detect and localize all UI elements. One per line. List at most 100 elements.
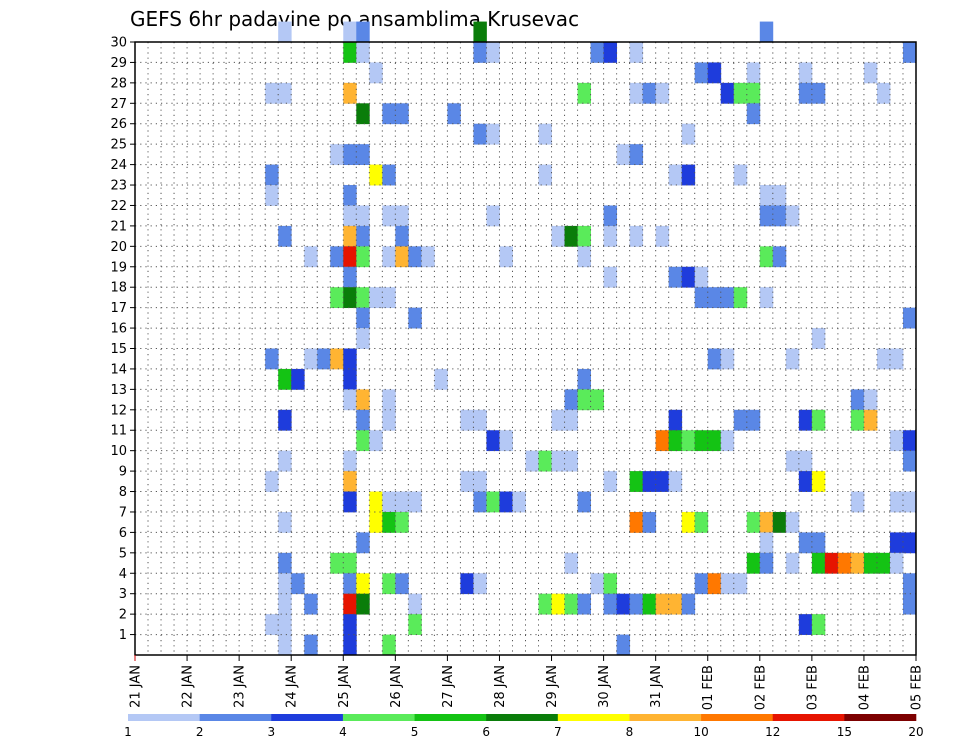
heatmap-cell [694,62,709,84]
heatmap-cell [343,287,357,309]
y-tick-label: 7 [119,505,127,520]
heatmap-cell [668,471,683,492]
heatmap-cell [577,225,591,247]
heatmap-cell [655,225,670,247]
heatmap-cell [603,42,618,63]
heatmap-cell [434,368,448,390]
heatmap-cell [746,409,761,431]
heatmap-cell [356,389,370,411]
heatmap-cell [785,348,800,370]
colorbar-swatch [701,714,774,721]
heatmap-cell [265,185,279,206]
heatmap-cell [629,82,644,104]
heatmap-cell [395,246,409,268]
heatmap-cell [629,593,644,615]
heatmap-cell [850,552,865,574]
heatmap-cell [811,532,826,554]
heatmap-cell [707,62,722,84]
heatmap-cell [395,511,409,533]
heatmap-cell [330,287,344,309]
heatmap-cell [304,593,318,615]
heatmap-cell [460,573,474,595]
heatmap-cell [356,532,370,554]
y-tick-label: 16 [110,322,127,337]
colorbar-swatch [128,714,200,721]
heatmap-cell [746,511,761,533]
heatmap-cell [850,409,865,431]
heatmap-cell [343,471,357,492]
heatmap-cell [369,62,383,84]
heatmap-cell [330,552,344,574]
heatmap-cell [798,82,813,104]
heatmap-cell [473,123,487,145]
heatmap-cell [382,573,396,595]
heatmap-cell [278,573,292,595]
heatmap-cell [681,430,696,452]
heatmap-cell [408,307,422,329]
colorbar-swatch [271,714,344,721]
heatmap-cell [746,103,761,125]
heatmap-cell [746,62,761,84]
heatmap-cell [473,491,487,513]
heatmap-cell [369,511,383,533]
heatmap-cell [772,205,787,227]
x-tick-label: 02 FEB [753,665,768,710]
heatmap-cell [356,225,370,247]
colorbar-swatch [199,714,272,721]
heatmap-cell [278,368,292,390]
heatmap-cell [889,430,904,452]
heatmap-cell [902,593,917,615]
heatmap-cell [720,348,735,370]
heatmap-cell [642,471,657,492]
heatmap-cell [356,409,370,431]
heatmap-cell [369,430,383,452]
heatmap-cell [798,409,813,431]
heatmap-cell [356,144,370,165]
heatmap-cell [538,593,552,615]
heatmap-cell [863,389,878,411]
heatmap-cell [668,409,683,431]
heatmap-cell [486,491,500,513]
heatmap-cell [850,389,865,411]
heatmap-cell [369,287,383,309]
heatmap-cell [577,246,591,268]
heatmap-cell [759,21,774,43]
heatmap-cell [265,471,279,492]
heatmap-cell [278,82,292,104]
heatmap-cell [629,511,644,533]
heatmap-cell [577,368,591,390]
heatmap-cell [408,491,422,513]
heatmap-cell [278,450,292,472]
heatmap-cell [629,471,644,492]
heatmap-cell [655,82,670,104]
heatmap-cell [564,225,578,247]
heatmap-cell [811,614,826,635]
heatmap-cell [395,205,409,227]
heatmap-cell [603,573,618,595]
colorbar-label: 12 [765,725,780,739]
heatmap-cell [811,82,826,104]
heatmap-cell [707,348,722,370]
heatmap-cell [785,205,800,227]
heatmap-cell [876,552,891,574]
y-tick-label: 2 [119,608,127,623]
colorbar-label: 6 [482,725,490,739]
heatmap-cell [707,573,722,595]
heatmap-cell [343,82,357,104]
y-tick-label: 8 [119,485,127,500]
heatmap-cell [382,205,396,227]
heatmap-cell [369,491,383,513]
colorbar-label: 3 [267,725,275,739]
heatmap-cell [733,573,748,595]
heatmap-cell [681,266,696,288]
colorbar-label: 8 [626,725,634,739]
heatmap-cell [538,164,552,186]
heatmap-cell [720,287,735,309]
heatmap-cell [629,144,644,165]
heatmap-cell [668,164,683,186]
colorbar-label: 1 [124,725,132,739]
heatmap-cell [759,205,774,227]
heatmap-cell [785,511,800,533]
y-tick-label: 28 [110,76,127,91]
colorbar-swatch [629,714,702,721]
